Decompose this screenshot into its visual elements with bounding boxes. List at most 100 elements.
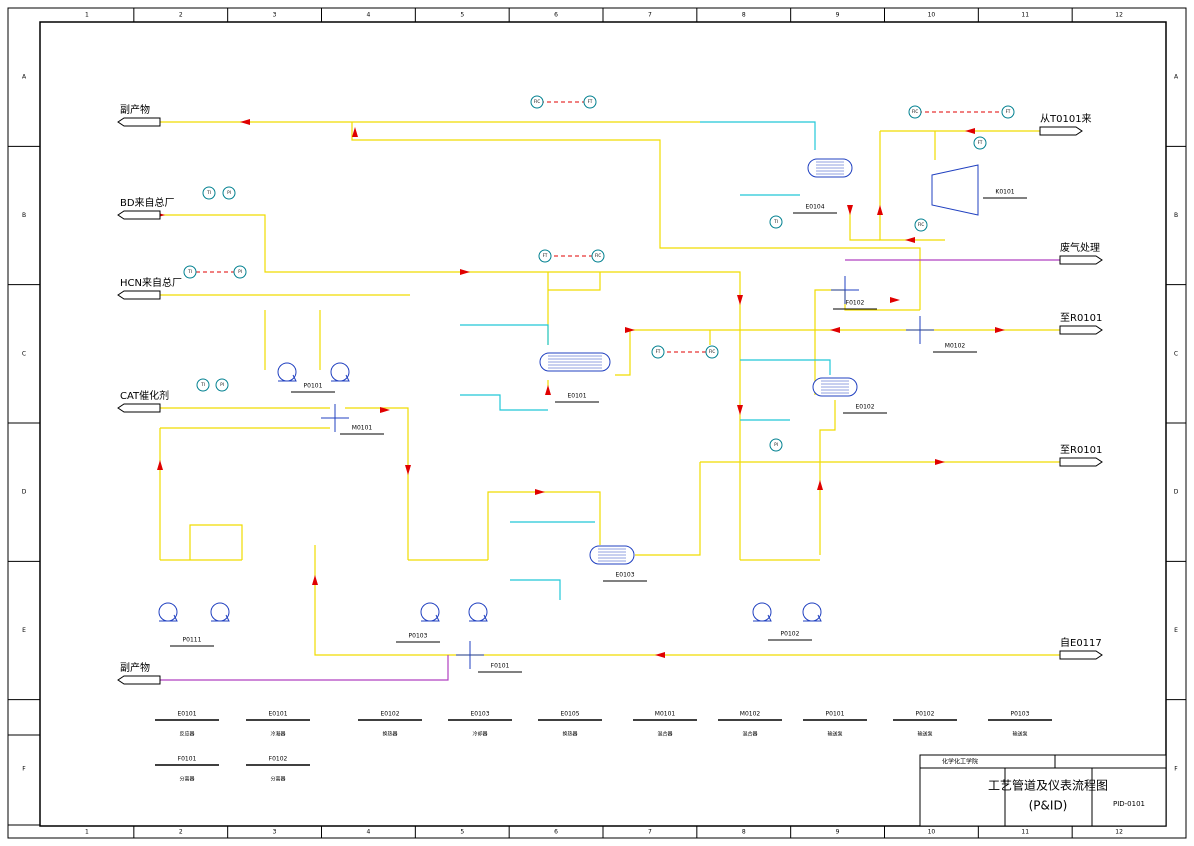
flow-arrow <box>535 489 545 495</box>
pipe <box>700 121 816 150</box>
instrument-tag: TI <box>206 190 211 195</box>
legend-tag: E0105 <box>560 711 579 718</box>
flow-arrow <box>737 405 743 415</box>
pump-base <box>331 374 350 382</box>
pump-base <box>803 614 822 622</box>
legend-tag: E0103 <box>470 711 489 718</box>
column-label: 7 <box>648 829 652 836</box>
column-label: 10 <box>928 12 936 19</box>
row-label: F <box>1174 765 1178 772</box>
title-block <box>919 754 1167 827</box>
pump <box>468 602 488 622</box>
pump <box>752 602 772 622</box>
flow-arrow <box>817 480 823 490</box>
row-label: C <box>1174 350 1178 357</box>
legend-tag: E0102 <box>380 711 399 718</box>
legend-tag: F0102 <box>269 756 288 763</box>
equipment-tag: E0104 <box>805 204 824 211</box>
row-label: F <box>22 765 26 772</box>
instrument-tag: PI <box>238 269 242 274</box>
legend-tag: E0101 <box>177 711 196 718</box>
flow-arrow <box>935 459 945 465</box>
flow-arrow <box>352 127 358 137</box>
legend-tag: P0102 <box>916 711 935 718</box>
pump <box>420 602 440 622</box>
instrument-tag: FT <box>588 99 593 104</box>
instrument-bubble <box>769 215 783 229</box>
instrument-tag: FT <box>543 253 548 258</box>
instrument-tag: TI <box>200 382 205 387</box>
legend-name: 冷凝器 <box>270 731 285 738</box>
legend-name: 混合器 <box>657 731 672 738</box>
row-label: D <box>22 489 27 496</box>
instrument-bubble <box>215 378 229 392</box>
drawing-subtitle: (P&ID) <box>1029 799 1068 813</box>
instrument-bubble <box>973 136 987 150</box>
pump-base <box>469 614 488 622</box>
legend-name: 分离器 <box>270 776 285 783</box>
equipment-tag: E0102 <box>855 404 874 411</box>
legend-name: 换热器 <box>382 731 397 738</box>
instrument-bubble <box>530 95 544 109</box>
equipment-tag: M0101 <box>352 425 373 432</box>
column-label: 3 <box>273 829 277 836</box>
instrument-tag: PI <box>220 382 224 387</box>
flow-arrow <box>965 128 975 134</box>
stream-label: CAT催化剂 <box>120 389 169 402</box>
legend-tag: M0101 <box>655 711 676 718</box>
flow-arrow <box>995 327 1005 333</box>
instrument-bubble <box>538 249 552 263</box>
flow-arrow <box>830 327 840 333</box>
legend-tag: P0103 <box>1011 711 1030 718</box>
stream-flag <box>117 290 161 300</box>
flow-arrow <box>380 407 390 413</box>
column-label: 9 <box>836 12 840 19</box>
stream-flag <box>117 117 161 127</box>
legend-tag: E0101 <box>268 711 287 718</box>
column-label: 9 <box>836 829 840 836</box>
pipe <box>189 524 243 560</box>
drawing-title: 工艺管道及仪表流程图 <box>988 778 1108 793</box>
instrument-tag: TI <box>187 269 192 274</box>
pump <box>210 602 230 622</box>
stream-flag <box>117 675 161 685</box>
flow-arrow <box>312 575 318 585</box>
legend-tag: M0102 <box>740 711 761 718</box>
instrument-bubble <box>222 186 236 200</box>
column-label: 3 <box>273 12 277 19</box>
stream-label: HCN来自总厂 <box>120 276 182 289</box>
school: 化学化工学院 <box>942 758 978 766</box>
instrument-tag: FIC <box>534 99 540 104</box>
pump-base <box>159 614 178 622</box>
flow-arrow <box>847 205 853 215</box>
instrument-tag: TI <box>773 219 778 224</box>
equipment-tag: K0101 <box>995 189 1014 196</box>
legend-name: 输送泵 <box>917 731 932 738</box>
pipe <box>819 400 836 555</box>
stream-flag <box>1059 457 1103 467</box>
column-label: 7 <box>648 12 652 19</box>
equipment-tag: P0103 <box>409 633 428 640</box>
instrument-bubble <box>183 265 197 279</box>
column-label: 6 <box>554 829 558 836</box>
instrument-bubble <box>908 105 922 119</box>
flow-arrow <box>905 237 915 243</box>
pipe <box>510 579 561 600</box>
pipe <box>351 122 921 310</box>
stream-flag <box>117 403 161 413</box>
inner-frame <box>39 21 1167 827</box>
stream-flag <box>1059 650 1103 660</box>
flow-arrow <box>737 295 743 305</box>
equipment-tag: P0101 <box>304 383 323 390</box>
row-label: E <box>1174 627 1178 634</box>
stream-label: 从T0101来 <box>1040 113 1092 125</box>
flow-arrow <box>460 269 470 275</box>
row-label: D <box>1174 489 1179 496</box>
pump <box>277 362 297 382</box>
instrument-bubble <box>705 345 719 359</box>
drawing-number: PID-0101 <box>1113 800 1145 808</box>
pipe <box>849 207 880 241</box>
column-label: 5 <box>460 12 464 19</box>
pump <box>330 362 350 382</box>
column-label: 4 <box>367 829 371 836</box>
